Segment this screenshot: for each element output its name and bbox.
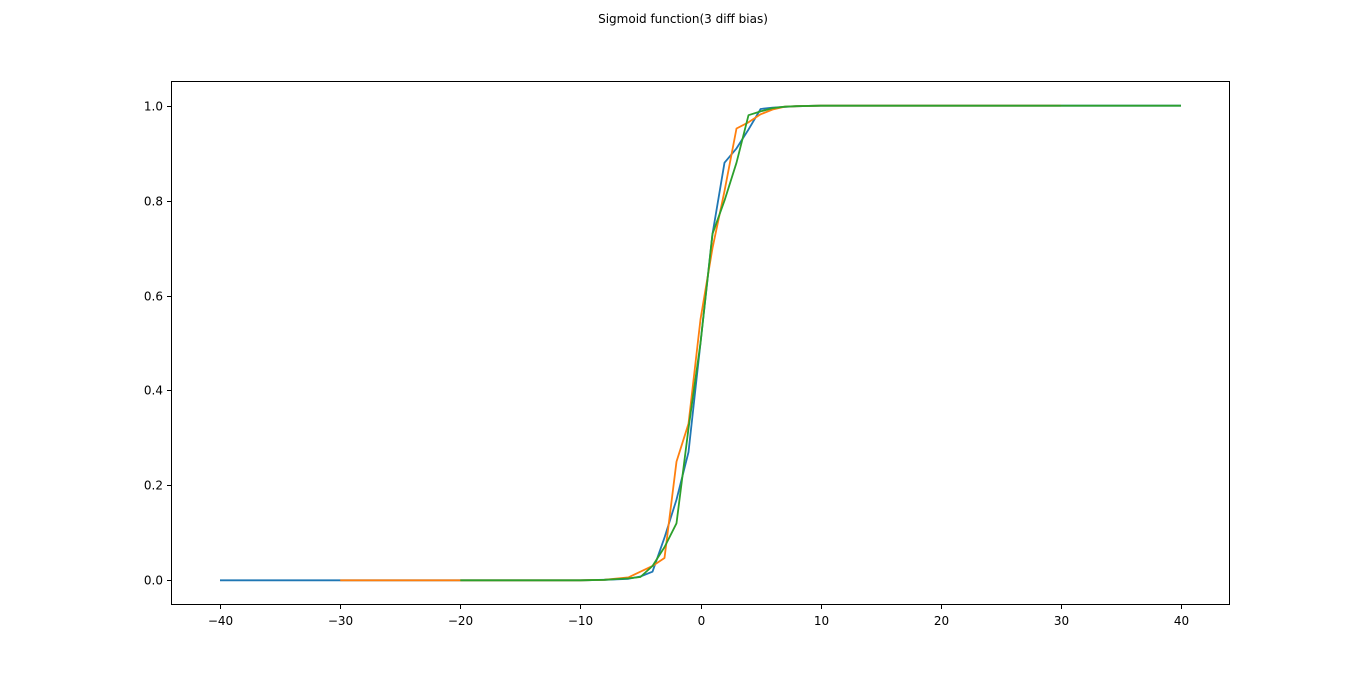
x-tick-label: 40 bbox=[1174, 614, 1189, 628]
axes-frame bbox=[171, 81, 1230, 605]
y-tick-label: 0.8 bbox=[144, 195, 163, 209]
y-tick-label: 0.0 bbox=[144, 574, 163, 588]
x-tick-label: −30 bbox=[328, 614, 353, 628]
x-tick-label: 10 bbox=[814, 614, 829, 628]
chart-title: Sigmoid function(3 diff bias) bbox=[598, 12, 768, 26]
x-tick-label: −10 bbox=[568, 614, 593, 628]
y-tick-label: 1.0 bbox=[144, 100, 163, 114]
x-tick-label: −40 bbox=[208, 614, 233, 628]
y-tick-label: 0.2 bbox=[144, 479, 163, 493]
y-axis: 0.0 0.2 0.4 0.6 0.8 1.0 bbox=[144, 100, 172, 588]
series-layer bbox=[220, 104, 1181, 582]
x-axis: −40 −30 −20 −10 0 10 20 30 40 bbox=[208, 604, 1189, 628]
x-tick-label: 0 bbox=[698, 614, 706, 628]
y-tick-label: 0.4 bbox=[144, 384, 163, 398]
x-tick-label: 20 bbox=[934, 614, 949, 628]
x-tick-label: 30 bbox=[1054, 614, 1069, 628]
series-line-3 bbox=[460, 104, 1181, 582]
x-tick-label: −20 bbox=[448, 614, 473, 628]
y-tick-label: 0.6 bbox=[144, 290, 163, 304]
